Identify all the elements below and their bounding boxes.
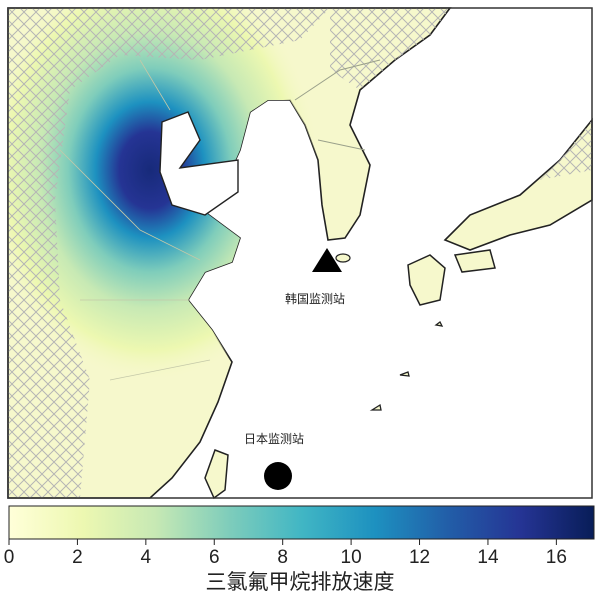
hatch-japan [540,120,592,180]
korea-dmz [317,139,366,151]
korea-station-label: 韩国监测站 [285,292,346,306]
japan-kyushu [407,254,446,306]
colorbar-tick-label: 4 [141,547,152,568]
colorbar-tick-label: 14 [477,547,499,568]
jeju-island [335,253,351,263]
japan-shikoku [453,249,496,273]
hatch-right [330,8,450,90]
colorbar-tick-label: 0 [4,547,15,568]
colorbar-title: 三氯氟甲烷排放速度 [205,570,395,594]
bohai-sea [159,111,239,216]
colorbar-tick-label: 2 [72,547,83,568]
colorbar-tick-label: 10 [341,547,362,568]
land [7,7,593,500]
map-frame [7,7,593,499]
province-borders [59,59,211,381]
japan-station-circle-icon [264,462,292,490]
japan-honshu [443,117,593,251]
japan-station-label: 日本监测站 [244,432,305,446]
ryukyu-islands [369,321,444,411]
colorbar-gradient [8,505,595,540]
hatch-left [8,8,330,498]
colorbar-tick-label: 16 [546,547,567,568]
emission-field [8,8,450,498]
colorbar-tick-label: 12 [409,547,430,568]
colorbar-tick-label: 8 [277,547,288,568]
colorbar: 0 2 4 6 8 10 12 14 16 [4,505,595,568]
colorbar-tick-label: 6 [209,547,220,568]
emission-map [7,7,593,500]
korea-station-triangle-icon [312,248,342,272]
korea-border [294,59,381,101]
taiwan [204,449,229,500]
